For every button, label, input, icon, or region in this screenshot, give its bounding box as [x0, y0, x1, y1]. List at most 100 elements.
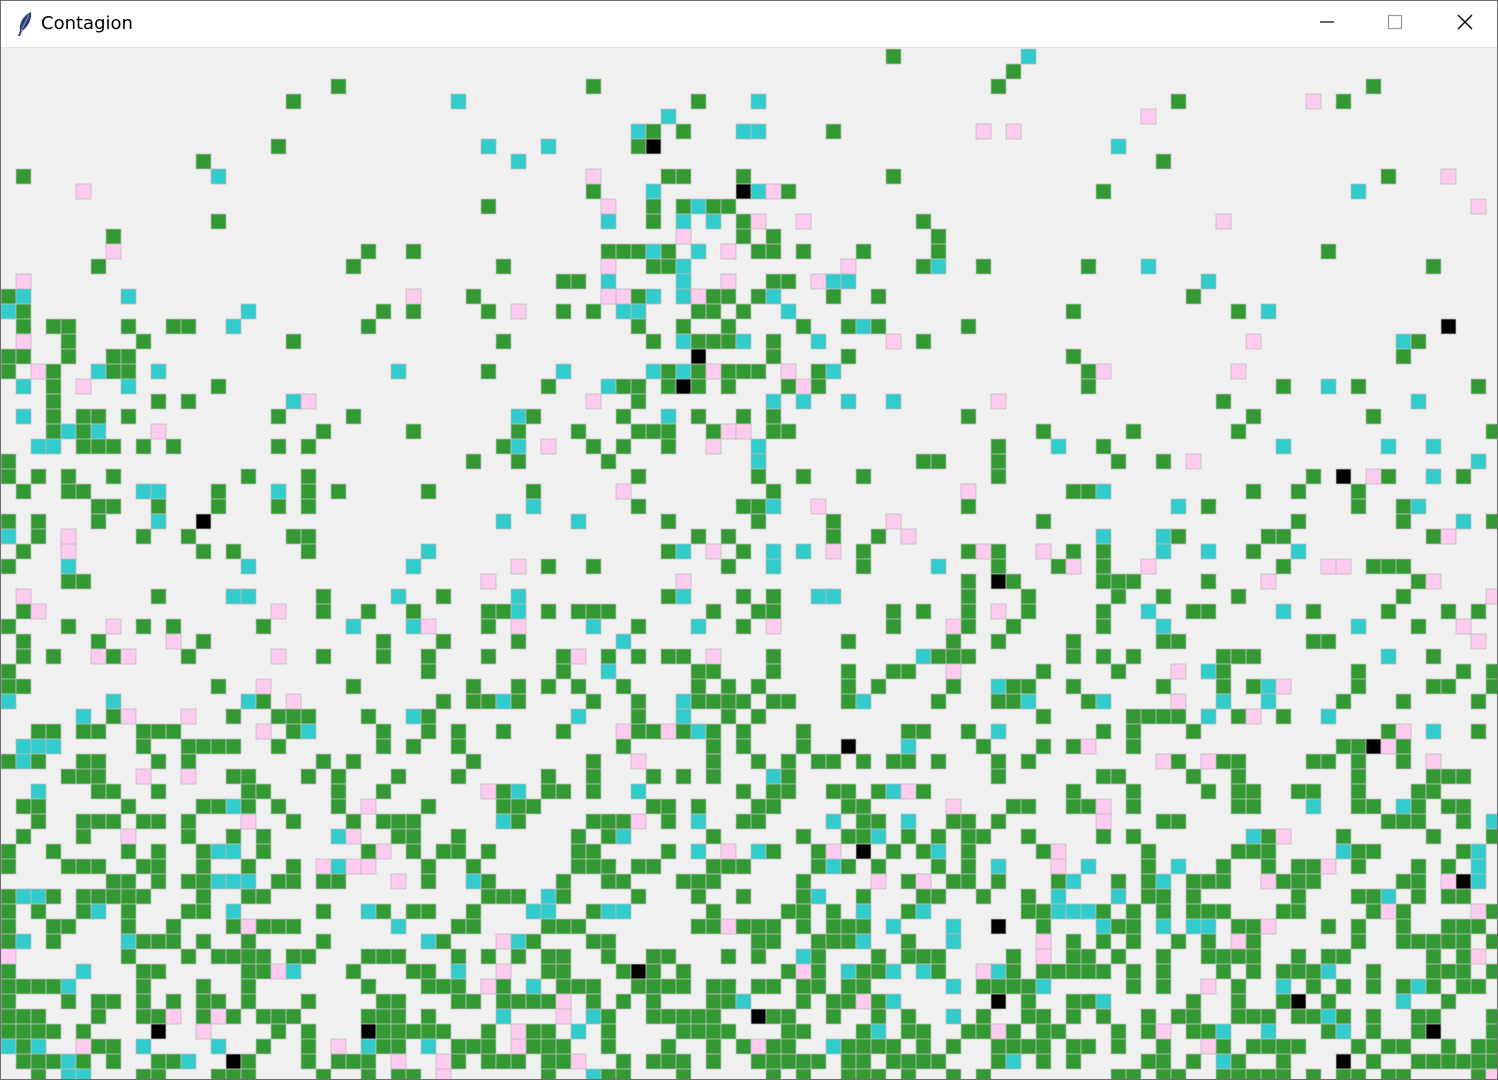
cell-healthy — [255, 963, 272, 980]
cell-healthy — [795, 738, 812, 755]
cell-healthy — [90, 768, 107, 785]
cell-recovered — [390, 1053, 407, 1070]
close-button[interactable] — [1431, 1, 1497, 47]
cell-healthy — [450, 843, 467, 860]
cell-infected — [675, 543, 692, 560]
cell-healthy — [1335, 1068, 1352, 1079]
cell-healthy — [375, 633, 392, 650]
cell-healthy — [600, 243, 617, 260]
cell-healthy — [1230, 648, 1247, 665]
cell-healthy — [465, 993, 482, 1010]
cell-healthy — [1245, 1068, 1262, 1079]
cell-healthy — [600, 813, 617, 830]
cell-healthy — [720, 378, 737, 395]
cell-healthy — [540, 1053, 557, 1070]
cell-infected — [690, 843, 707, 860]
cell-infected — [330, 858, 347, 875]
cell-healthy — [1230, 1068, 1247, 1079]
cell-healthy — [1425, 963, 1442, 980]
cell-healthy — [735, 918, 752, 935]
cell-healthy — [120, 903, 137, 920]
cell-healthy — [750, 468, 767, 485]
cell-healthy — [690, 1008, 707, 1025]
cell-recovered — [180, 708, 197, 725]
cell-infected — [1170, 858, 1187, 875]
cell-healthy — [630, 888, 647, 905]
cell-healthy — [945, 873, 962, 890]
cell-healthy — [240, 768, 257, 785]
cell-infected — [570, 1023, 587, 1040]
cell-healthy — [1230, 843, 1247, 860]
cell-healthy — [840, 633, 857, 650]
cell-healthy — [360, 948, 377, 965]
cell-healthy — [240, 1053, 257, 1070]
cell-healthy — [600, 948, 617, 965]
cell-healthy — [765, 588, 782, 605]
cell-healthy — [825, 513, 842, 530]
simulation-canvas[interactable] — [1, 48, 1497, 1079]
cell-recovered — [1275, 828, 1292, 845]
cell-healthy — [990, 1038, 1007, 1055]
cell-healthy — [495, 603, 512, 620]
cell-healthy — [1035, 513, 1052, 530]
cell-healthy — [1020, 1038, 1037, 1055]
title-bar[interactable]: Contagion — [1, 1, 1497, 48]
cell-infected — [600, 903, 617, 920]
cell-healthy — [750, 363, 767, 380]
cell-healthy — [960, 723, 977, 740]
cell-dead — [1335, 1053, 1352, 1070]
cell-healthy — [15, 798, 32, 815]
cell-healthy — [960, 858, 977, 875]
cell-infected — [765, 768, 782, 785]
cell-recovered — [1095, 813, 1112, 830]
cell-healthy — [510, 993, 527, 1010]
cell-healthy — [510, 423, 527, 440]
cell-infected — [1005, 1053, 1022, 1070]
cell-infected — [825, 813, 842, 830]
cell-infected — [1110, 138, 1127, 155]
cell-healthy — [645, 963, 662, 980]
cell-infected — [735, 123, 752, 140]
cell-healthy — [1305, 633, 1322, 650]
cell-healthy — [285, 333, 302, 350]
minimize-button[interactable] — [1293, 1, 1361, 47]
cell-recovered — [210, 1008, 227, 1025]
cell-healthy — [450, 738, 467, 755]
cell-healthy — [195, 153, 212, 170]
cell-dead — [645, 138, 662, 155]
cell-healthy — [1275, 708, 1292, 725]
cell-infected — [135, 483, 152, 500]
cell-healthy — [150, 753, 167, 770]
cell-healthy — [1185, 768, 1202, 785]
cell-recovered — [1140, 108, 1157, 125]
cell-recovered — [1095, 798, 1112, 815]
cell-healthy — [105, 873, 122, 890]
cell-healthy — [1470, 978, 1487, 995]
cell-healthy — [1305, 1008, 1322, 1025]
cell-healthy — [660, 243, 677, 260]
cell-healthy — [135, 333, 152, 350]
cell-healthy — [1125, 573, 1142, 590]
cell-healthy — [1335, 828, 1352, 845]
cell-infected — [1050, 888, 1067, 905]
cell-healthy — [645, 198, 662, 215]
cell-healthy — [705, 873, 722, 890]
cell-healthy — [1065, 1008, 1082, 1025]
cell-healthy — [810, 843, 827, 860]
cell-infected — [210, 843, 227, 860]
cell-recovered — [1065, 558, 1082, 575]
cell-healthy — [1, 933, 17, 950]
cell-infected — [1245, 828, 1262, 845]
cell-recovered — [1035, 543, 1052, 560]
cell-healthy — [120, 363, 137, 380]
cell-healthy — [1065, 783, 1082, 800]
cell-healthy — [1155, 633, 1172, 650]
cell-infected — [930, 558, 947, 575]
cell-infected — [15, 753, 32, 770]
maximize-button[interactable] — [1361, 1, 1429, 47]
cell-infected — [1020, 48, 1037, 65]
cell-healthy — [780, 1008, 797, 1025]
cell-healthy — [885, 753, 902, 770]
cell-healthy — [750, 1053, 767, 1070]
cell-healthy — [675, 1068, 692, 1079]
